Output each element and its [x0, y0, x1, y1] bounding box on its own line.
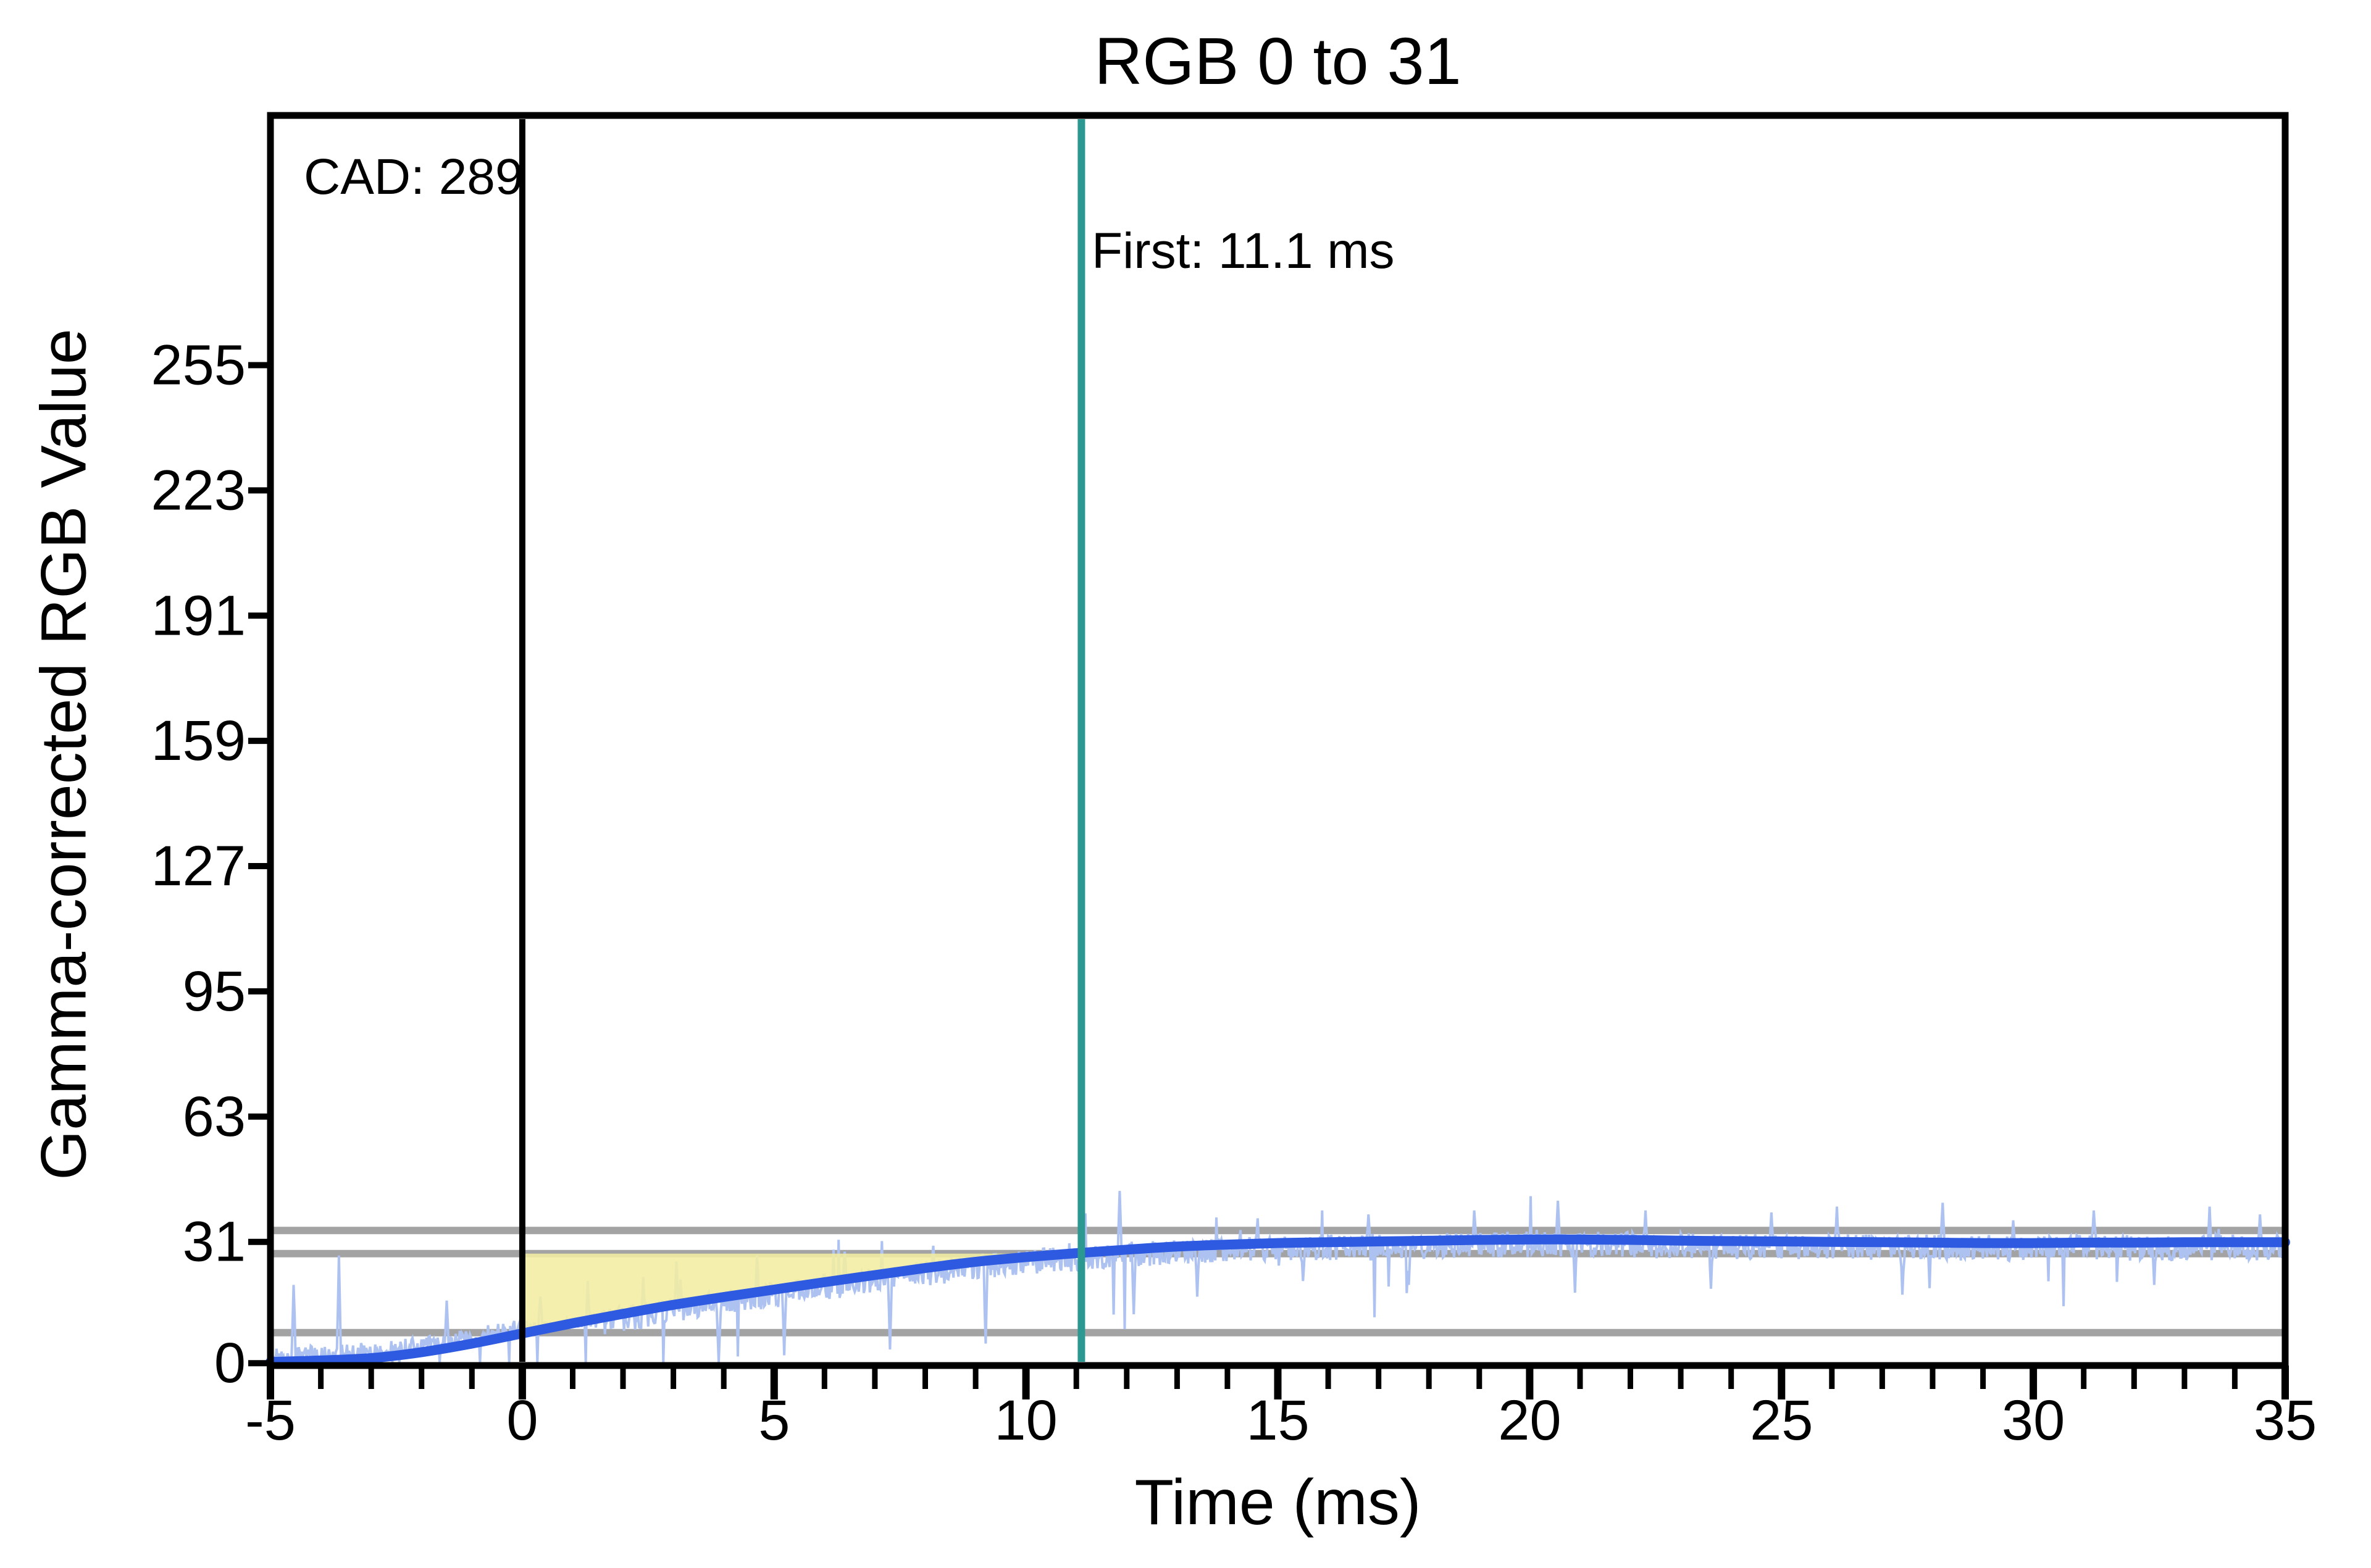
smoothed-curve	[266, 1234, 2290, 1367]
plot-border	[267, 112, 2289, 1369]
x-tick-label: 0	[506, 1389, 538, 1452]
x-axis-ticks: -5 0 5 10 15 20 25 30 35	[245, 1366, 2317, 1452]
y-tick-label: 31	[183, 1211, 246, 1274]
x-tick-label: 5	[758, 1389, 790, 1452]
first-response-annotation: First: 11.1 ms	[1092, 223, 1395, 279]
y-tick-label: 159	[151, 709, 246, 772]
y-tick-label: 127	[151, 835, 246, 898]
chart-title: RGB 0 to 31	[1094, 23, 1461, 98]
response-area-fill	[522, 1253, 1077, 1333]
y-tick-label: 95	[183, 960, 246, 1023]
y-tick-label: 191	[151, 584, 246, 647]
y-tick-label: 0	[214, 1332, 246, 1395]
x-tick-label: 10	[994, 1389, 1057, 1452]
y-axis-label: Gamma-corrected RGB Value	[28, 328, 100, 1180]
y-axis-ticks: 0 31 63 95 127 159 191 223 255	[151, 334, 270, 1395]
x-tick-label: 25	[1750, 1389, 1813, 1452]
x-tick-label: 30	[2002, 1389, 2065, 1452]
x-tick-label: 20	[1498, 1389, 1561, 1452]
x-tick-label: 35	[2254, 1389, 2317, 1452]
x-axis-label: Time (ms)	[1134, 1467, 1421, 1538]
y-tick-label: 63	[183, 1085, 246, 1148]
cad-annotation: CAD: 289	[304, 149, 524, 205]
x-tick-label: -5	[245, 1389, 296, 1452]
y-tick-label: 255	[151, 334, 246, 397]
x-tick-label: 15	[1246, 1389, 1309, 1452]
y-tick-label: 223	[151, 459, 246, 522]
